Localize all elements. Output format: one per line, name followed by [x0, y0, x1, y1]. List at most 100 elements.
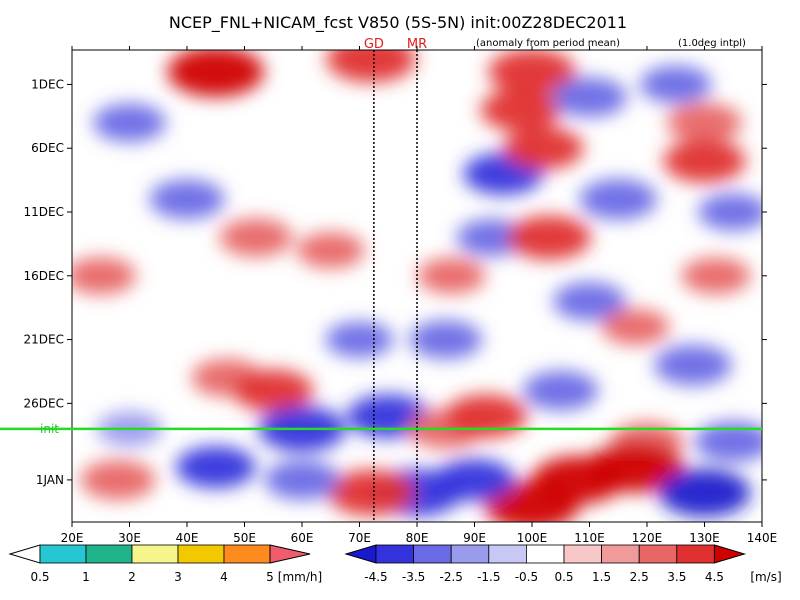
precip-colorbar-unit: [mm/h] [278, 570, 322, 584]
anomaly-cell [484, 480, 580, 522]
x-tick-label: 100E [517, 531, 548, 545]
anomaly-cell [326, 50, 416, 83]
precip-colorbar-low [8, 544, 41, 564]
wind-colorbar-cell [413, 544, 452, 564]
wind-colorbar-tick: -2.5 [439, 570, 462, 584]
anomaly-cell [233, 369, 314, 412]
anomaly-cell [601, 308, 670, 345]
anomaly-cell [456, 218, 527, 257]
x-tick-label: 90E [463, 531, 486, 545]
anomaly-cell [587, 441, 684, 493]
anomaly-cell [663, 139, 746, 183]
y-tick-label: 11DEC [24, 205, 64, 219]
anomaly-cell [553, 282, 626, 321]
anomaly-cell [167, 50, 265, 97]
anomaly-cell [507, 215, 592, 260]
y-tick-label: 26DEC [24, 396, 64, 410]
anomaly-cell [80, 460, 156, 500]
anomaly-note: (anomaly from period mean) [476, 38, 620, 49]
x-tick-label: 140E [747, 531, 778, 545]
precip-colorbar-tick: 5 [266, 570, 274, 584]
wind-colorbar-high [713, 544, 747, 564]
precip-colorbar-tick: 3 [174, 570, 182, 584]
interp-note: (1.0deg intpl) [678, 38, 746, 49]
anomaly-cell [149, 179, 225, 220]
anomaly-cell [551, 77, 628, 117]
y-tick-label: 1JAN [36, 473, 64, 487]
precip-colorbar-cell [131, 544, 179, 564]
anomaly-cell [219, 218, 293, 257]
anomaly-cell [296, 232, 365, 269]
precip-colorbar-tick: 4 [220, 570, 228, 584]
anomaly-cell [639, 65, 712, 104]
anomaly-cell [264, 460, 340, 500]
y-tick-label: 6DEC [31, 141, 64, 155]
precip-colorbar-cell [85, 544, 133, 564]
anomaly-cell [417, 257, 486, 294]
anomaly-cell [666, 102, 743, 143]
anomaly-cell [488, 50, 576, 95]
x-tick-label: 40E [176, 531, 199, 545]
x-tick-label: 120E [632, 531, 663, 545]
x-tick-label: 130E [689, 531, 720, 545]
anomaly-cell [327, 469, 415, 516]
x-tick-label: 80E [406, 531, 429, 545]
precip-colorbar-cell [177, 544, 225, 564]
y-tick-label: 21DEC [24, 333, 64, 347]
x-tick-label: 60E [291, 531, 314, 545]
anomaly-cell [409, 320, 483, 359]
wind-colorbar-cell [638, 544, 678, 564]
anomaly-cell [658, 468, 751, 517]
precip-colorbar-tick: 1 [82, 570, 90, 584]
x-tick-label: 50E [233, 531, 256, 545]
precip-colorbar-tick: 2 [128, 570, 136, 584]
precip-colorbar-cell [39, 544, 87, 564]
wind-colorbar-tick: 0.5 [554, 570, 573, 584]
wind-colorbar-cell [375, 544, 414, 564]
wind-colorbar-cell [676, 544, 715, 564]
x-tick-label: 20E [61, 531, 84, 545]
x-tick-label: 30E [118, 531, 141, 545]
init-label: init [40, 422, 59, 436]
x-tick-label: 110E [574, 531, 605, 545]
anomaly-cell [93, 103, 166, 142]
anomaly-cell [654, 344, 732, 386]
wind-colorbar-tick: -0.5 [515, 570, 538, 584]
anomaly-cell [503, 127, 584, 170]
wind-colorbar-unit: [m/s] [750, 570, 781, 584]
wind-colorbar-cell [526, 544, 565, 564]
wind-colorbar-tick: -1.5 [477, 570, 500, 584]
wind-colorbar-tick: 2.5 [630, 570, 649, 584]
anomaly-cell [325, 321, 394, 358]
wind-colorbar-cell [563, 544, 602, 564]
anomaly-cell [579, 178, 658, 220]
wind-colorbar-cell [488, 544, 527, 564]
marker-label-mr: MR [407, 37, 427, 52]
precip-colorbar-tick: 0.5 [30, 570, 49, 584]
wind-colorbar-tick: -3.5 [402, 570, 425, 584]
precip-colorbar-cell [223, 544, 271, 564]
anomaly-cell [523, 370, 599, 411]
y-tick-label: 1DEC [31, 77, 64, 91]
chart-title: NCEP_FNL+NICAM_fcst V850 (5S-5N) init:00… [169, 13, 627, 33]
x-tick-label: 70E [348, 531, 371, 545]
anomaly-cell [434, 458, 515, 501]
anomaly-cell [72, 257, 136, 295]
anomaly-cell [480, 88, 561, 131]
precip-colorbar-high [269, 544, 311, 564]
anomaly-cell [694, 421, 762, 463]
anomaly-cell [681, 257, 751, 295]
anomaly-cell [444, 394, 528, 438]
marker-label-gd: GD [364, 37, 384, 52]
wind-colorbar-tick: -4.5 [364, 570, 387, 584]
wind-colorbar-low [344, 544, 377, 564]
y-tick-label: 16DEC [24, 269, 64, 283]
wind-colorbar-tick: 1.5 [592, 570, 611, 584]
wind-colorbar-tick: 4.5 [705, 570, 724, 584]
anomaly-cell [175, 446, 256, 489]
anomaly-cell [698, 193, 762, 231]
wind-colorbar-cell [450, 544, 490, 564]
wind-colorbar-tick: 3.5 [667, 570, 686, 584]
wind-colorbar-cell [601, 544, 640, 564]
